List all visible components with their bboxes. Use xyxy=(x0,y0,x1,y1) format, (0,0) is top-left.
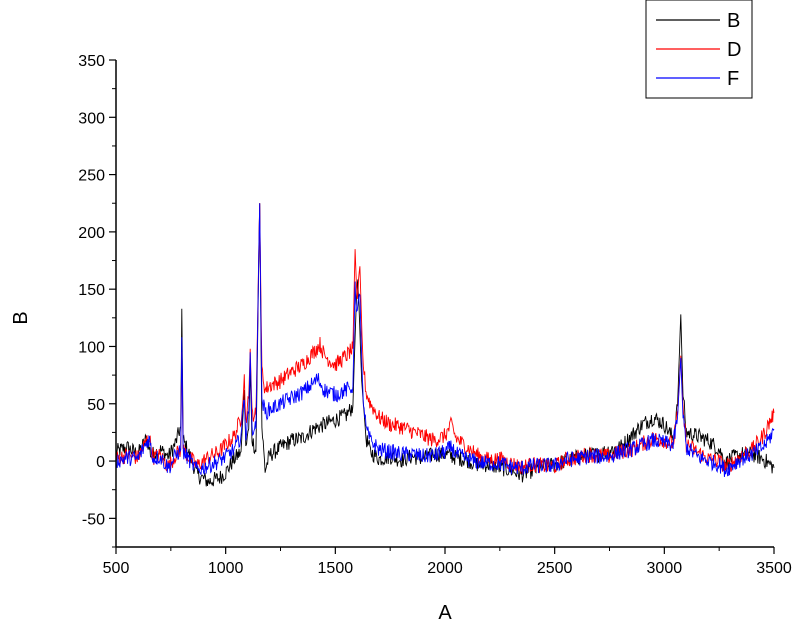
series-line-B xyxy=(115,203,775,487)
y-axis-title: B xyxy=(10,311,32,324)
y-tick-label: 250 xyxy=(78,168,105,185)
legend-label-D: D xyxy=(727,39,741,61)
x-tick-label: 2500 xyxy=(537,560,573,577)
x-tick-label: 1000 xyxy=(208,560,244,577)
axes-layer xyxy=(109,59,775,554)
y-tick-label: 150 xyxy=(78,282,105,299)
x-tick-label: 3000 xyxy=(647,560,683,577)
y-tick-label: 50 xyxy=(87,397,105,414)
series-line-D xyxy=(115,203,775,475)
y-tick-label: 100 xyxy=(78,339,105,356)
legend-items: BDF xyxy=(656,10,741,90)
x-tick-label: 2000 xyxy=(427,560,463,577)
x-tick-label: 3500 xyxy=(756,560,792,577)
series-line-F xyxy=(115,203,775,478)
legend-label-F: F xyxy=(727,68,739,90)
x-axis-title: A xyxy=(438,602,452,624)
y-tick-label: -50 xyxy=(82,511,105,528)
x-tick-label: 500 xyxy=(103,560,130,577)
legend: BDF xyxy=(645,0,753,99)
y-tick-label: 350 xyxy=(78,53,105,70)
y-tick-label: 0 xyxy=(96,454,105,471)
legend-label-B: B xyxy=(727,10,740,32)
y-tick-label: 300 xyxy=(78,110,105,127)
series-layer xyxy=(115,203,775,487)
tick-labels: 500 1000 1500 2000 2500 3000 3500 -50 0 50 100 150 2… xyxy=(78,53,792,577)
x-tick-label: 1500 xyxy=(318,560,354,577)
y-tick-label: 200 xyxy=(78,225,105,242)
